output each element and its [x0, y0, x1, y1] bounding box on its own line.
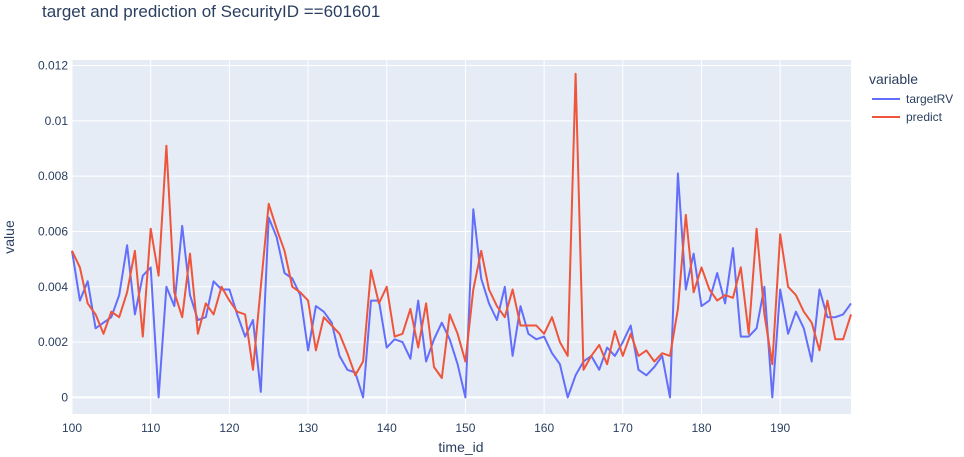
legend-title: variable — [869, 71, 918, 87]
x-tick-label: 120 — [219, 421, 239, 435]
x-tick-label: 190 — [770, 421, 790, 435]
x-tick-labels: 100 110 120 130 140 150 160 170 180 190 — [62, 421, 791, 435]
x-tick-label: 100 — [62, 421, 82, 435]
y-tick-label: 0.006 — [38, 224, 68, 238]
legend-label-targetRV: targetRV — [906, 92, 953, 106]
x-tick-label: 160 — [534, 421, 554, 435]
y-tick-label: 0 — [61, 390, 68, 404]
y-tick-label: 0.008 — [38, 169, 68, 183]
x-axis-title: time_id — [438, 439, 483, 455]
x-tick-label: 110 — [141, 421, 160, 435]
x-tick-label: 180 — [691, 421, 711, 435]
y-axis-title: value — [1, 220, 17, 254]
legend: variable targetRV predict — [869, 71, 953, 124]
series-lines — [71, 72, 852, 399]
series-line-predict — [71, 72, 852, 379]
x-tick-label: 150 — [455, 421, 475, 435]
x-tick-label: 130 — [298, 421, 318, 435]
grid-lines — [71, 60, 851, 414]
x-tick-label: 170 — [613, 421, 633, 435]
y-tick-label: 0.002 — [38, 335, 68, 349]
chart-title: target and prediction of SecurityID ==60… — [42, 2, 380, 21]
legend-label-predict: predict — [906, 110, 943, 124]
y-tick-label: 0.012 — [38, 59, 68, 73]
x-tick-label: 140 — [377, 421, 397, 435]
y-tick-labels: 0 0.002 0.004 0.006 0.008 0.01 0.012 — [38, 59, 68, 405]
plot-area — [72, 60, 851, 414]
y-tick-label: 0.01 — [45, 114, 69, 128]
y-tick-label: 0.004 — [38, 280, 68, 294]
